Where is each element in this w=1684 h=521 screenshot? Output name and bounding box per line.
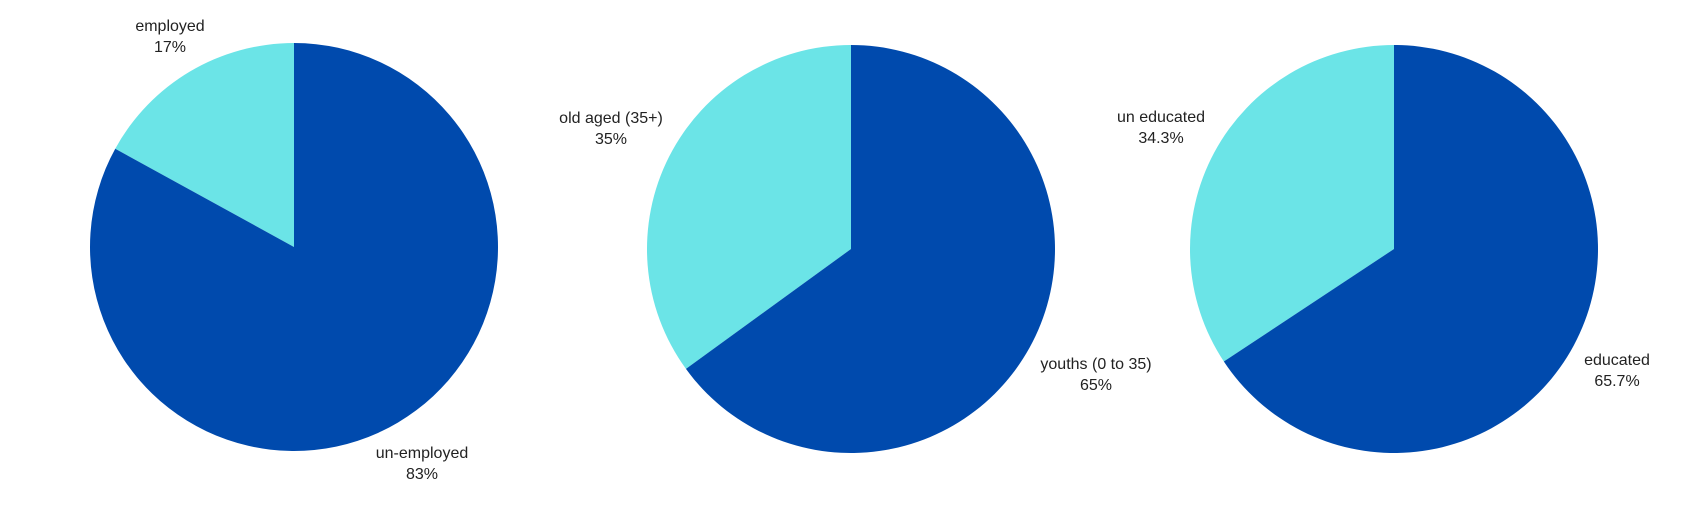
pie-slice-0-0 [115, 43, 295, 247]
slice-value-0-1: 83% [406, 466, 438, 483]
slice-name-1-1: youths (0 to 35) [1040, 356, 1151, 373]
pie-chart-age: old aged (35+) 35% youths (0 to 35) 65% [559, 44, 1152, 453]
slice-label-2-0: un educated 34.3% [1117, 109, 1205, 147]
slice-name-1-0: old aged (35+) [559, 110, 663, 127]
pie-chart-employment: employed 17% un-employed 83% [89, 18, 498, 483]
slice-name-2-1: educated [1584, 352, 1650, 369]
pie-slice-2-0 [1190, 44, 1394, 362]
slice-name-0-0: employed [135, 18, 204, 35]
slice-value-1-1: 65% [1080, 377, 1112, 394]
pie-slice-1-1 [685, 45, 1055, 453]
pie-slice-0-1 [89, 43, 498, 451]
slice-value-2-1: 65.7% [1594, 373, 1639, 390]
slice-name-2-0: un educated [1117, 109, 1205, 126]
pie-slice-2-1 [1223, 45, 1598, 453]
slice-value-2-0: 34.3% [1138, 130, 1183, 147]
slice-label-1-1: youths (0 to 35) 65% [1040, 356, 1151, 394]
pie-chart-education: un educated 34.3% educated 65.7% [1117, 44, 1650, 453]
slice-name-0-1: un-employed [376, 445, 469, 462]
slice-label-2-1: educated 65.7% [1584, 352, 1650, 390]
slice-label-1-0: old aged (35+) 35% [559, 110, 663, 148]
slice-value-1-0: 35% [595, 131, 627, 148]
slice-value-0-0: 17% [154, 39, 186, 56]
pie-slice-1-0 [646, 44, 851, 369]
slice-label-0-0: employed 17% [135, 18, 204, 56]
slice-label-0-1: un-employed 83% [376, 445, 469, 483]
